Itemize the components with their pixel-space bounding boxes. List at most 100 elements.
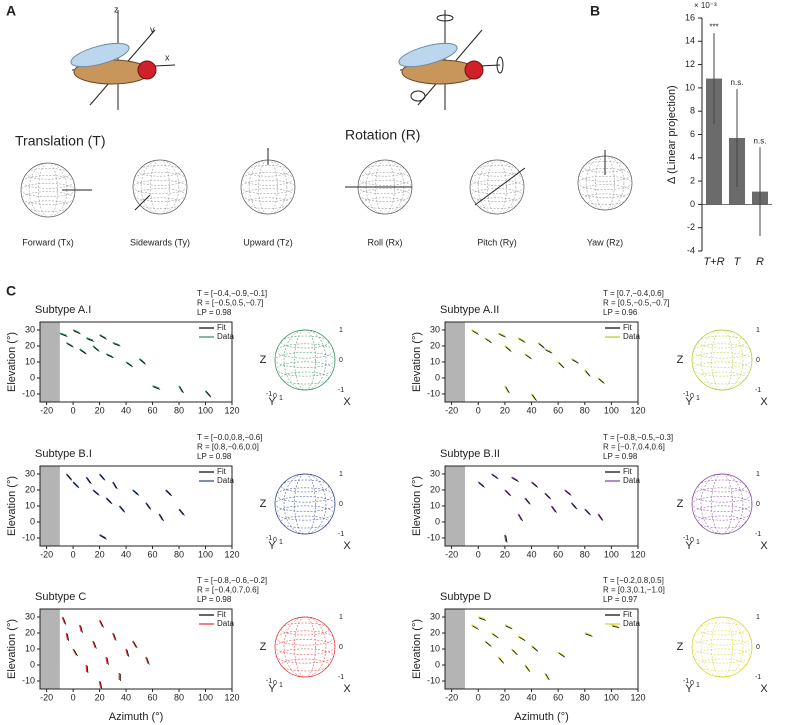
- sphere-label: Roll (Rx): [368, 237, 403, 247]
- y-tick-label: 2: [690, 175, 695, 185]
- sphere-axis-label: Z: [260, 354, 267, 366]
- fit-annotation: T = [−0.8,−0.6,−0.2]: [197, 576, 267, 585]
- x-tick-label: 20: [500, 692, 510, 702]
- y-axis-label: Elevation (°): [411, 619, 423, 679]
- x-tick-label: 40: [121, 549, 131, 559]
- sphere-grid: [241, 188, 295, 202]
- sphere-tick-label: 1: [756, 327, 760, 334]
- sphere-grid: [276, 648, 334, 664]
- fit-arrow: [492, 633, 499, 639]
- sphere-grid: [697, 371, 747, 385]
- fit-arrow: [206, 391, 212, 398]
- sphere-axis-label: Z: [677, 354, 684, 366]
- fit-arrow: [532, 394, 537, 401]
- fit-arrow: [80, 625, 83, 633]
- sphere-grid: [700, 616, 744, 678]
- sphere-tick-label: 0: [756, 357, 760, 364]
- y-tick-label: 10: [430, 500, 440, 510]
- shade: [40, 466, 60, 546]
- y-tick-label: 20: [25, 340, 35, 350]
- sphere-axis-label: X: [760, 683, 768, 695]
- x-tick-label: -20: [40, 692, 53, 702]
- y-tick-label: 16: [685, 12, 695, 22]
- multiplier: × 10⁻³: [694, 1, 717, 10]
- sphere-grid: [294, 616, 316, 678]
- fit-arrow: [133, 490, 140, 496]
- fit-arrow: [146, 503, 152, 510]
- sphere-axis-label: X: [760, 540, 768, 552]
- y-tick-label: 30: [430, 611, 440, 621]
- x-tick-label: -20: [445, 405, 458, 415]
- sphere-grid: [697, 515, 747, 529]
- sphere-grid: [258, 159, 278, 215]
- y-tick-label: -10: [427, 388, 440, 398]
- fly-illustration: [70, 10, 176, 110]
- x-tick-label: 80: [174, 692, 184, 702]
- plot-frame: [444, 608, 639, 690]
- x-tick-label: 120: [224, 692, 239, 702]
- panel-letter: B: [590, 3, 600, 19]
- arrow: [72, 329, 80, 334]
- fit-arrow: [585, 370, 591, 377]
- panel-letter: C: [6, 283, 16, 299]
- fit-arrow: [179, 509, 185, 516]
- fit-arrow: [67, 343, 74, 348]
- x-tick-label: T: [734, 256, 742, 268]
- arrow: [471, 329, 479, 335]
- sphere-axis-label: Y: [685, 683, 693, 695]
- fit-arrow: [87, 338, 95, 342]
- y-tick-label: 10: [25, 356, 35, 366]
- x-tick-label: -20: [445, 692, 458, 702]
- axis-label: x: [165, 52, 170, 62]
- legend-label: Fit: [623, 467, 633, 476]
- sphere-label: Sidewards (Ty): [130, 237, 190, 247]
- sphere-axis-label: X: [343, 683, 351, 695]
- x-tick-label: 20: [500, 549, 510, 559]
- sphere-tick-label: 1: [696, 395, 700, 402]
- x-tick-label: 80: [174, 405, 184, 415]
- sphere-grid: [691, 639, 753, 655]
- fit-arrow: [545, 673, 550, 681]
- shade: [445, 466, 465, 546]
- fit-arrow: [505, 346, 512, 352]
- x-tick-label: 60: [553, 692, 563, 702]
- arrow: [544, 348, 552, 353]
- legend-label: Data: [217, 332, 234, 341]
- y-tick-label: 20: [25, 627, 35, 637]
- y-tick-label: 10: [25, 500, 35, 510]
- y-axis-label: ∆ (Linear projection): [666, 85, 678, 183]
- fit-arrow: [538, 343, 545, 349]
- sphere-tick-label: 0: [273, 393, 277, 400]
- sphere-grid: [693, 361, 751, 377]
- sphere-tick-label: -1: [338, 531, 344, 538]
- arrow: [474, 167, 526, 206]
- sphere-grid: [697, 335, 747, 349]
- fit-arrow: [505, 490, 512, 497]
- y-axis-label: Elevation (°): [6, 332, 18, 392]
- legend-label: Fit: [623, 610, 633, 619]
- sphere-grid: [693, 505, 751, 521]
- fit-arrow: [60, 333, 68, 337]
- arrow: [125, 648, 129, 656]
- plot-frame: [444, 321, 639, 403]
- fit-arrow: [479, 482, 485, 488]
- x-tick-label: 80: [580, 692, 590, 702]
- y-tick-label: 20: [25, 484, 35, 494]
- arrow: [131, 640, 137, 648]
- sphere-tick-label: -1: [266, 391, 272, 398]
- sphere-grid: [133, 188, 187, 202]
- shade: [445, 609, 465, 689]
- fit-arrow: [545, 493, 552, 500]
- y-tick-label: 8: [690, 106, 695, 116]
- sphere-tick-label: -1: [683, 391, 689, 398]
- x-tick-label: 120: [224, 405, 239, 415]
- fit-arrow: [512, 477, 519, 483]
- fit-arrow: [140, 359, 146, 365]
- sphere-grid: [240, 180, 296, 194]
- y-tick-label: 0: [30, 372, 35, 382]
- fit-arrow: [73, 482, 80, 489]
- y-tick-label: 10: [685, 82, 695, 92]
- fit-arrow: [93, 641, 97, 649]
- sphere-grid: [700, 329, 744, 391]
- y-tick-label: 20: [430, 484, 440, 494]
